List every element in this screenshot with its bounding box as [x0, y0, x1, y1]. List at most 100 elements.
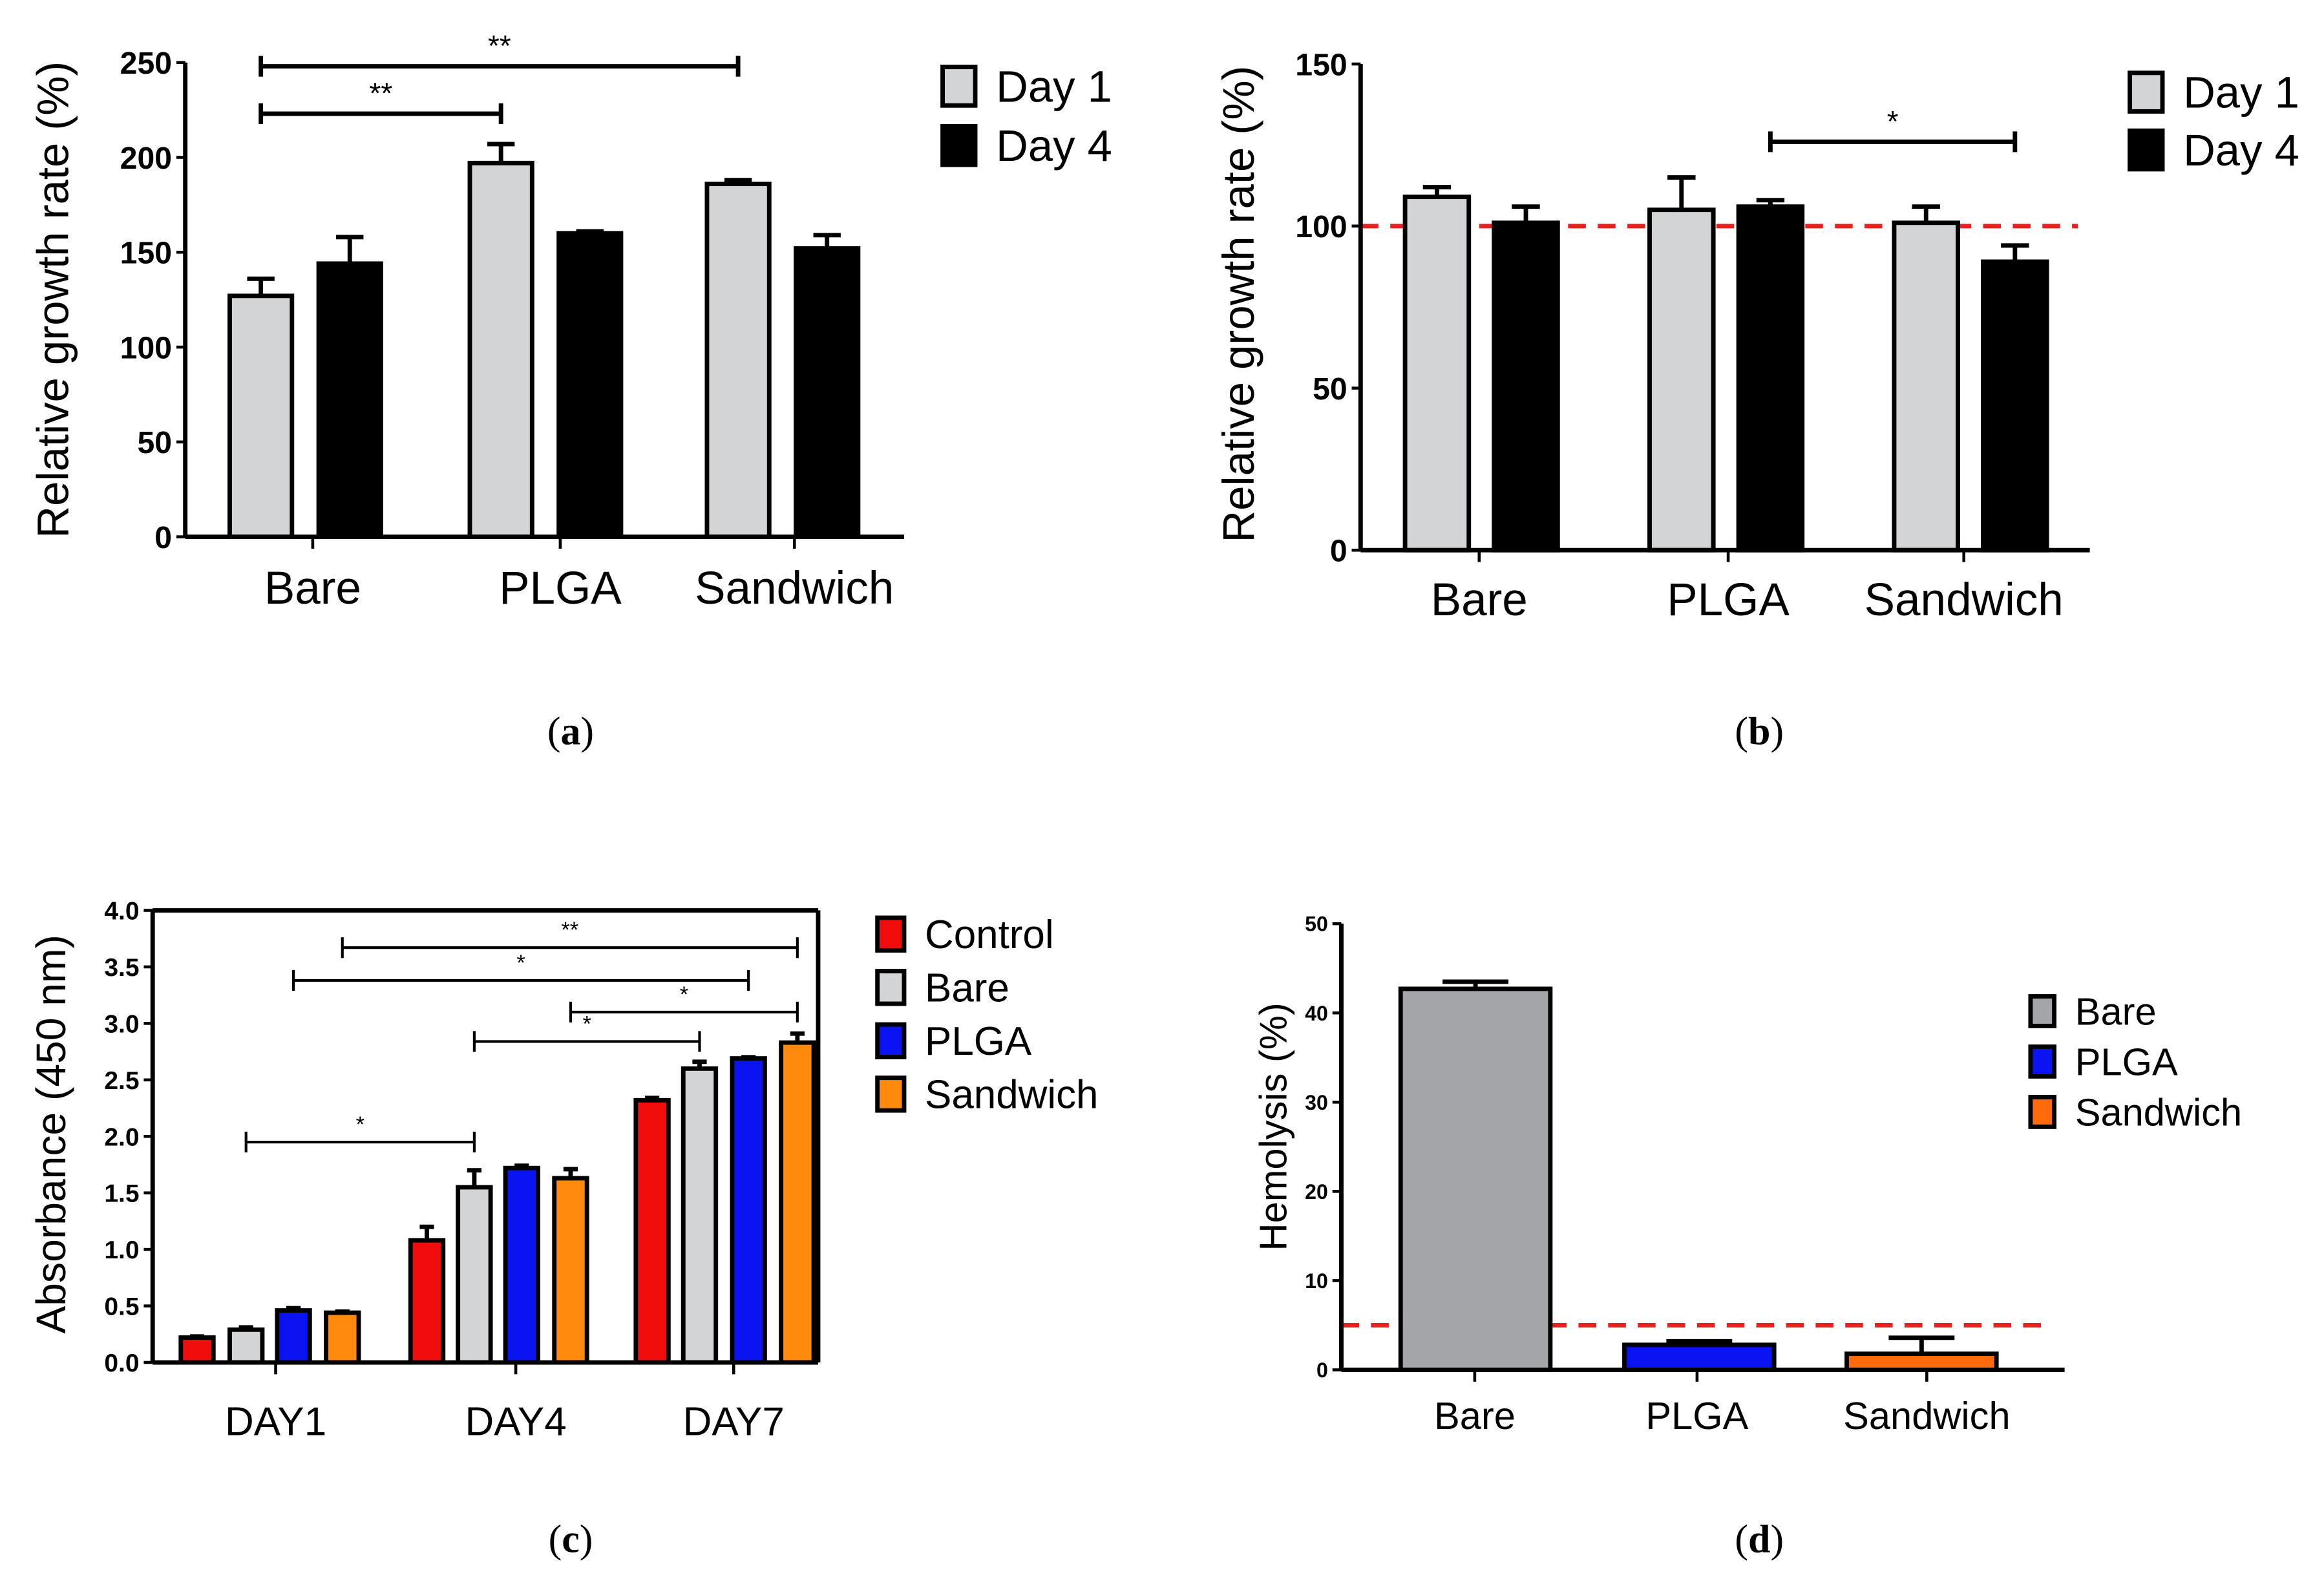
x-tick-label: Bare	[1431, 575, 1528, 626]
panel-letter: a	[560, 710, 580, 754]
bar-control	[633, 1097, 671, 1365]
legend-label: Day 1	[2183, 68, 2299, 118]
significance-label: **	[370, 76, 393, 110]
bar-day-4	[556, 231, 624, 540]
legend-label: Day 4	[996, 121, 1112, 171]
y-tick-label: 3.5	[104, 954, 139, 982]
legend-label: PLGA	[2075, 1040, 2178, 1083]
y-tick-label: 0	[1330, 534, 1347, 569]
bar-bare	[1398, 986, 1553, 1372]
bar-plga	[1622, 1342, 1777, 1372]
legend-swatch	[875, 915, 907, 953]
bar-day-1	[1647, 207, 1716, 553]
chart-panel-b: Relative growth rate (%) 0 50 100 150 Bare PLG…	[1214, 47, 2299, 753]
y-tick-label: 4.0	[104, 898, 139, 926]
y-tick-label: 0	[1316, 1359, 1328, 1382]
bar-day-1	[1892, 220, 1960, 553]
y-tick-label: 50	[137, 425, 172, 460]
y-axis-label: Relative growth rate (%)	[28, 61, 78, 538]
panel-caption: (a)	[547, 710, 594, 754]
bar-bare	[227, 1327, 265, 1365]
bar-bare	[456, 1185, 493, 1365]
bar-day-1	[227, 293, 295, 540]
bar-day-4	[1736, 204, 1805, 553]
bar-day-1	[1402, 195, 1472, 553]
y-tick-label: 2.0	[104, 1123, 139, 1151]
significance-label: **	[561, 918, 578, 942]
y-tick-label: 0.0	[104, 1350, 139, 1377]
panel-caption: (c)	[549, 1518, 593, 1562]
legend-label: Sandwich	[2075, 1090, 2242, 1134]
panel-letter: b	[1748, 710, 1770, 754]
bar-control	[408, 1238, 446, 1365]
bar-plga	[275, 1308, 312, 1365]
y-tick-label: 200	[120, 141, 172, 176]
significance-label: **	[488, 29, 511, 63]
significance-label: *	[516, 951, 525, 975]
legend-swatch	[875, 969, 907, 1006]
x-tick-label: DAY4	[465, 1399, 567, 1444]
chart-panel-d: Hemolysis (%) 0 10 20 30 40 50 Bare PLGA Sandwich…	[1252, 913, 2243, 1562]
y-tick-label: 20	[1305, 1180, 1328, 1203]
significance-label: *	[356, 1112, 364, 1137]
bar-day-4	[1981, 259, 2049, 553]
bar-plga	[503, 1165, 540, 1365]
y-tick-label: 1.5	[104, 1180, 139, 1208]
y-tick-label: 30	[1305, 1091, 1328, 1114]
bar-plga	[730, 1056, 767, 1365]
legend-swatch	[2128, 70, 2165, 114]
x-tick-label: Bare	[1434, 1394, 1516, 1437]
bar-control	[178, 1335, 216, 1365]
y-axis-label: Absorbance (450 nm)	[28, 935, 74, 1333]
legend-swatch	[940, 65, 978, 108]
x-tick-label: DAY1	[225, 1399, 326, 1444]
x-tick-label: Bare	[264, 563, 361, 614]
x-tick-label: Sandwich	[1864, 575, 2064, 626]
y-tick-label: 10	[1305, 1269, 1328, 1293]
legend-label: PLGA	[925, 1019, 1032, 1064]
legend-swatch	[2028, 1095, 2057, 1129]
x-tick-label: DAY7	[683, 1399, 785, 1444]
legend-swatch	[2028, 1044, 2057, 1079]
y-tick-label: 1.0	[104, 1236, 139, 1264]
x-tick-label: PLGA	[499, 563, 622, 614]
y-tick-label: 250	[120, 46, 172, 81]
y-tick-label: 100	[120, 330, 172, 365]
legend-label: Bare	[925, 966, 1009, 1010]
x-tick-label: Sandwich	[695, 563, 894, 614]
bar-sandwich	[1844, 1351, 1999, 1372]
legend-swatch	[2128, 128, 2165, 172]
chart-panel-c: Absorbance (450 nm) 0.0 0.5 1.0 1.5 2.0 2.5 3.0…	[28, 898, 1099, 1562]
y-tick-label: 0.5	[104, 1293, 139, 1321]
y-axis-label: Hemolysis (%)	[1252, 1002, 1295, 1251]
x-tick-label: PLGA	[1667, 575, 1790, 626]
panel-letter: d	[1748, 1518, 1770, 1562]
legend-label: Day 4	[2183, 125, 2299, 175]
y-tick-label: 50	[1313, 372, 1347, 407]
y-tick-label: 100	[1295, 209, 1347, 244]
bar-day-4	[794, 246, 861, 540]
panel-caption: (b)	[1735, 710, 1784, 754]
panel-caption: (d)	[1735, 1518, 1784, 1562]
chart-panel-a: Relative growth rate (%) 0 50 100 150 200 250 B…	[28, 29, 1112, 754]
bar-day-4	[1492, 220, 1560, 553]
y-tick-label: 3.0	[104, 1010, 139, 1038]
bar-sandwich	[552, 1176, 589, 1365]
bar-sandwich	[324, 1310, 361, 1365]
bar-sandwich	[779, 1040, 816, 1365]
legend-label: Control	[925, 913, 1054, 957]
panel-letter: c	[562, 1518, 579, 1562]
y-tick-label: 40	[1305, 1002, 1328, 1025]
y-tick-label: 50	[1305, 913, 1328, 936]
y-axis-label: Relative growth rate (%)	[1214, 66, 1263, 543]
significance-label: *	[582, 1011, 591, 1036]
x-tick-label: PLGA	[1645, 1394, 1748, 1437]
y-tick-label: 0	[154, 520, 172, 555]
y-tick-label: 150	[1295, 47, 1347, 82]
legend-swatch	[875, 1022, 907, 1060]
x-tick-label: Sandwich	[1843, 1394, 2010, 1437]
legend-label: Sandwich	[925, 1073, 1098, 1117]
bar-day-1	[704, 182, 772, 540]
